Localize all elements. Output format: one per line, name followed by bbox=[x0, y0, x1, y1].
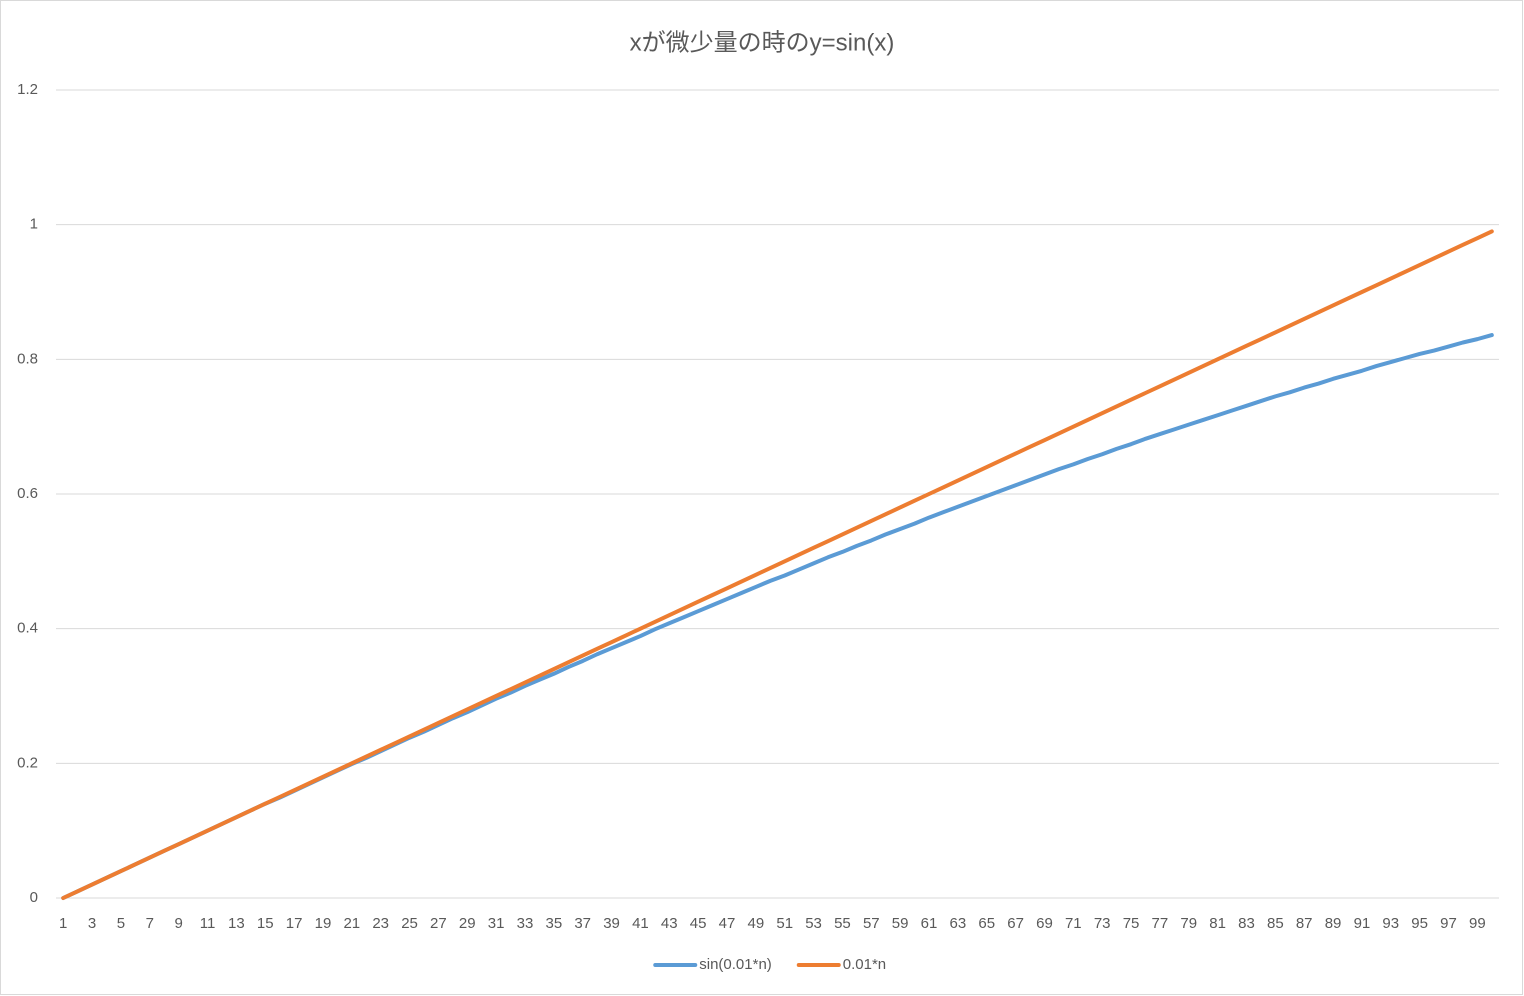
x-tick-label: 55 bbox=[834, 915, 851, 932]
x-tick-label: 93 bbox=[1382, 915, 1399, 932]
x-tick-label: 99 bbox=[1469, 915, 1486, 932]
x-tick-label: 63 bbox=[950, 915, 967, 932]
x-tick-label: 95 bbox=[1411, 915, 1428, 932]
x-tick-label: 59 bbox=[892, 915, 909, 932]
x-tick-label: 75 bbox=[1123, 915, 1140, 932]
x-tick-label: 69 bbox=[1036, 915, 1053, 932]
x-tick-label: 85 bbox=[1267, 915, 1284, 932]
x-tick-label: 71 bbox=[1065, 915, 1082, 932]
y-tick-label: 0.2 bbox=[17, 754, 38, 771]
x-tick-label: 97 bbox=[1440, 915, 1457, 932]
x-tick-label: 49 bbox=[748, 915, 765, 932]
x-tick-label: 91 bbox=[1354, 915, 1371, 932]
y-tick-label: 0 bbox=[30, 889, 38, 906]
x-tick-label: 41 bbox=[632, 915, 649, 932]
x-tick-label: 57 bbox=[863, 915, 880, 932]
x-tick-label: 79 bbox=[1180, 915, 1197, 932]
y-tick-label: 1.2 bbox=[17, 81, 38, 98]
series-line bbox=[61, 229, 1494, 900]
x-tick-label: 45 bbox=[690, 915, 707, 932]
chart-title: xが微少量の時のy=sin(x) bbox=[630, 29, 895, 56]
x-tick-label: 89 bbox=[1325, 915, 1342, 932]
x-tick-label: 7 bbox=[146, 915, 154, 932]
x-tick-label: 3 bbox=[88, 915, 96, 932]
x-tick-label: 1 bbox=[59, 915, 67, 932]
x-tick-label: 21 bbox=[343, 915, 360, 932]
x-tick-label: 47 bbox=[719, 915, 736, 932]
x-tick-label: 13 bbox=[228, 915, 245, 932]
x-tick-label: 61 bbox=[921, 915, 938, 932]
x-tick-label: 31 bbox=[488, 915, 505, 932]
x-tick-label: 87 bbox=[1296, 915, 1313, 932]
legend-label: 0.01*n bbox=[843, 956, 886, 973]
x-tick-label: 5 bbox=[117, 915, 125, 932]
x-tick-label: 11 bbox=[200, 915, 216, 932]
x-tick-label: 29 bbox=[459, 915, 476, 932]
x-tick-label: 53 bbox=[805, 915, 822, 932]
x-tick-label: 25 bbox=[401, 915, 418, 932]
x-tick-label: 9 bbox=[174, 915, 182, 932]
x-tick-label: 17 bbox=[286, 915, 303, 932]
x-tick-label: 67 bbox=[1007, 915, 1024, 932]
x-tick-label: 27 bbox=[430, 915, 447, 932]
x-tick-label: 77 bbox=[1152, 915, 1169, 932]
x-tick-label: 23 bbox=[372, 915, 389, 932]
y-tick-label: 0.4 bbox=[17, 620, 38, 637]
y-tick-label: 0.8 bbox=[17, 350, 38, 367]
x-tick-label: 35 bbox=[545, 915, 562, 932]
x-tick-label: 83 bbox=[1238, 915, 1255, 932]
y-tick-label: 1 bbox=[30, 216, 38, 233]
x-tick-label: 15 bbox=[257, 915, 274, 932]
legend-label: sin(0.01*n) bbox=[699, 956, 772, 973]
x-tick-label: 65 bbox=[978, 915, 995, 932]
x-tick-label: 39 bbox=[603, 915, 620, 932]
x-tick-label: 73 bbox=[1094, 915, 1111, 932]
x-tick-label: 33 bbox=[517, 915, 534, 932]
x-tick-label: 81 bbox=[1209, 915, 1226, 932]
x-tick-label: 19 bbox=[315, 915, 332, 932]
y-tick-label: 0.6 bbox=[17, 485, 38, 502]
x-tick-label: 37 bbox=[574, 915, 591, 932]
x-tick-label: 51 bbox=[776, 915, 793, 932]
x-tick-label: 43 bbox=[661, 915, 678, 932]
